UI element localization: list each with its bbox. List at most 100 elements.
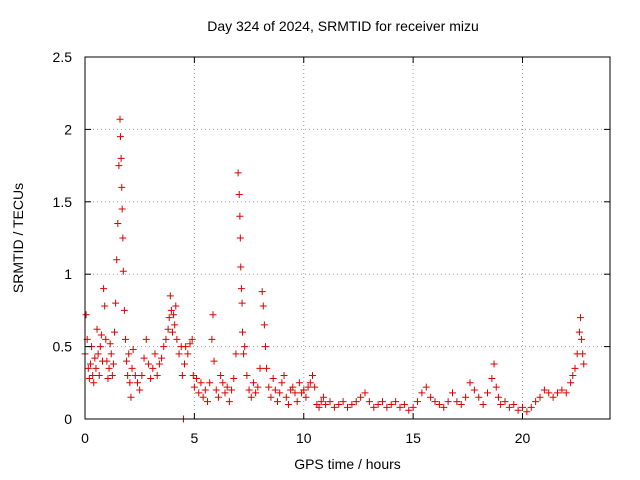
data-point (383, 403, 391, 411)
data-point (562, 389, 570, 397)
data-point (212, 386, 220, 394)
data-point (370, 403, 378, 411)
data-point (365, 398, 373, 406)
data-point (82, 311, 90, 319)
data-point (578, 335, 586, 343)
data-point (109, 360, 117, 368)
data-point (206, 379, 214, 387)
data-point (462, 393, 470, 401)
data-point (453, 398, 461, 406)
data-point (204, 398, 211, 406)
data-point (85, 374, 93, 382)
data-point (184, 350, 192, 358)
data-point (278, 379, 286, 387)
data-point (237, 263, 245, 271)
data-point (271, 386, 279, 394)
data-point (435, 401, 443, 409)
data-point (239, 328, 246, 336)
data-point (302, 393, 310, 401)
data-point (158, 354, 166, 362)
data-point (263, 364, 271, 372)
data-point (311, 383, 319, 391)
data-point (225, 398, 233, 406)
data-point (492, 383, 500, 391)
data-point (374, 401, 382, 409)
data-point (219, 379, 227, 387)
data-points (81, 115, 588, 423)
data-point (91, 354, 99, 362)
data-point (118, 205, 126, 213)
data-point (396, 403, 404, 411)
data-point (576, 314, 584, 322)
data-point (175, 350, 183, 358)
axis-ticks: 0 5 10 15 20 0 0.5 1 1.5 2 2.5 (53, 49, 610, 446)
data-point (116, 115, 124, 123)
data-point (322, 401, 330, 409)
data-point (569, 372, 577, 380)
data-point (94, 350, 102, 358)
data-point (252, 389, 260, 397)
data-point (258, 288, 266, 296)
data-point (567, 379, 575, 387)
data-point (409, 403, 417, 411)
data-point (181, 360, 189, 368)
data-point (405, 406, 413, 414)
data-point (223, 383, 231, 391)
data-point (101, 302, 109, 310)
data-point (97, 331, 105, 339)
data-point (164, 325, 172, 333)
x-tick-label: 5 (190, 430, 198, 446)
data-point (293, 398, 301, 406)
data-point (571, 364, 579, 372)
data-point (89, 372, 97, 380)
data-point (282, 393, 290, 401)
data-point (523, 408, 531, 416)
data-point (470, 386, 478, 394)
data-point (116, 133, 124, 141)
data-point (170, 311, 178, 319)
y-tick-label: 0 (64, 411, 72, 427)
data-point (149, 364, 157, 372)
data-point (444, 398, 452, 406)
data-point (379, 398, 386, 406)
data-point (129, 345, 137, 353)
data-point (96, 343, 104, 351)
data-point (121, 335, 129, 343)
data-point (488, 374, 496, 382)
data-point (153, 372, 161, 380)
data-point (440, 403, 448, 411)
data-point (100, 285, 108, 293)
data-point (103, 357, 111, 365)
data-point (228, 386, 236, 394)
data-point (289, 383, 297, 391)
data-point (127, 393, 135, 401)
data-point (210, 357, 218, 365)
x-tick-label: 20 (515, 430, 531, 446)
data-point (335, 401, 343, 409)
data-point (199, 393, 207, 401)
data-point (134, 379, 141, 387)
data-point (558, 386, 566, 394)
data-point (317, 398, 325, 406)
data-point (497, 401, 505, 409)
data-point (123, 357, 131, 365)
data-point (118, 183, 126, 191)
data-point (247, 393, 255, 401)
data-point (494, 393, 502, 401)
data-point (361, 389, 369, 397)
data-point (259, 302, 267, 310)
data-point (182, 343, 190, 351)
y-axis-label: SRMTID / TECUs (10, 182, 26, 294)
data-point (484, 389, 491, 397)
data-point (387, 401, 395, 409)
data-point (260, 321, 268, 329)
data-point (449, 389, 456, 397)
data-point (119, 234, 127, 242)
data-point (124, 372, 132, 380)
data-point (136, 386, 144, 394)
data-point (575, 328, 583, 336)
y-tick-label: 2 (64, 121, 72, 137)
data-point (165, 314, 173, 322)
data-point (119, 267, 127, 275)
data-point (269, 374, 277, 382)
